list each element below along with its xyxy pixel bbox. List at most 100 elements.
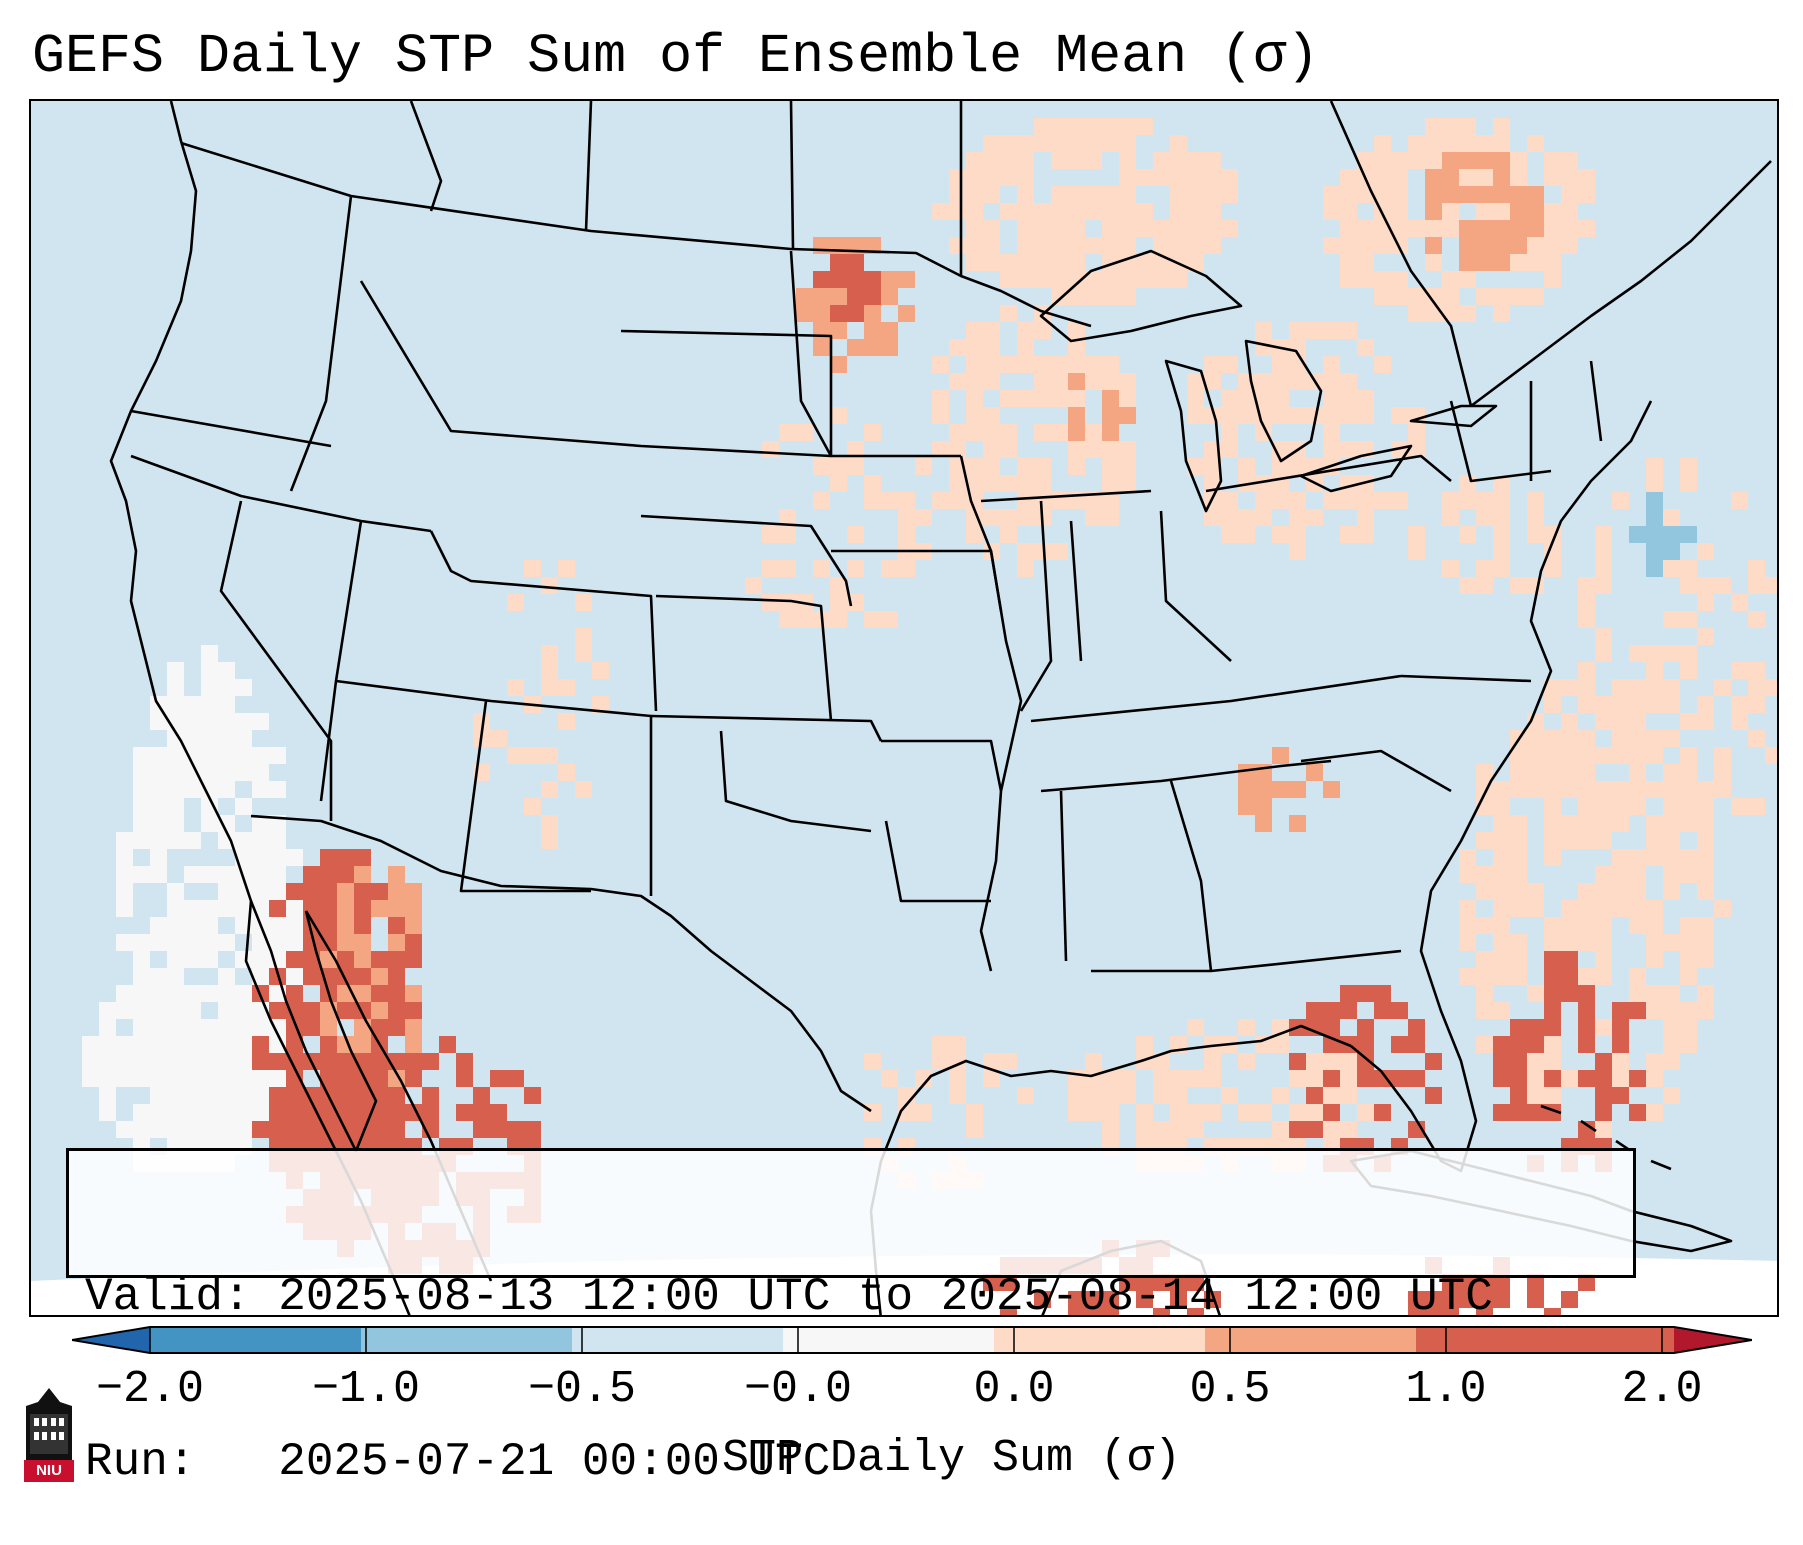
anomaly-cell bbox=[1561, 951, 1578, 968]
state-line-co-ks bbox=[655, 594, 833, 722]
anomaly-cell bbox=[1493, 1070, 1510, 1087]
anomaly-cell bbox=[252, 951, 269, 968]
anomaly-cell bbox=[1187, 1274, 1204, 1291]
anomaly-cell bbox=[983, 152, 1000, 169]
anomaly-cell bbox=[1204, 169, 1221, 186]
anomaly-cell bbox=[1306, 764, 1323, 781]
anomaly-cell bbox=[524, 1087, 541, 1104]
anomaly-cell bbox=[99, 1002, 116, 1019]
anomaly-cell bbox=[1578, 985, 1595, 1002]
anomaly-cell bbox=[966, 526, 983, 543]
anomaly-cell bbox=[796, 288, 813, 305]
anomaly-cell bbox=[983, 135, 1000, 152]
anomaly-cell bbox=[1561, 220, 1578, 237]
anomaly-cell bbox=[405, 985, 422, 1002]
anomaly-cell bbox=[1544, 560, 1561, 577]
anomaly-cell bbox=[235, 900, 252, 917]
anomaly-cell bbox=[235, 1053, 252, 1070]
anomaly-cell bbox=[1544, 849, 1561, 866]
state-line-nd-sd bbox=[620, 329, 833, 456]
anomaly-cell bbox=[1527, 288, 1544, 305]
anomaly-cell bbox=[422, 1053, 439, 1070]
anomaly-cell bbox=[371, 1121, 388, 1138]
anomaly-cell bbox=[1119, 1274, 1136, 1291]
anomaly-cell bbox=[966, 356, 983, 373]
anomaly-cell bbox=[337, 900, 354, 917]
anomaly-cell bbox=[1459, 577, 1476, 594]
anomaly-cell bbox=[1357, 492, 1374, 509]
anomaly-cell bbox=[388, 985, 405, 1002]
anomaly-cell bbox=[932, 441, 949, 458]
anomaly-cell bbox=[949, 169, 966, 186]
anomaly-cell bbox=[1612, 866, 1629, 883]
anomaly-cell bbox=[1000, 1308, 1017, 1315]
anomaly-cell bbox=[1017, 152, 1034, 169]
anomaly-cell bbox=[184, 832, 201, 849]
anomaly-cell bbox=[371, 900, 388, 917]
anomaly-cell bbox=[218, 1053, 235, 1070]
anomaly-cell bbox=[1017, 560, 1034, 577]
anomaly-cell bbox=[983, 339, 1000, 356]
anomaly-cell bbox=[1493, 900, 1510, 917]
anomaly-cell bbox=[1085, 1308, 1102, 1315]
anomaly-cell bbox=[1255, 492, 1272, 509]
anomaly-cell bbox=[1493, 288, 1510, 305]
anomaly-cell bbox=[1136, 254, 1153, 271]
anomaly-cell bbox=[966, 1121, 983, 1138]
anomaly-cell bbox=[1578, 883, 1595, 900]
anomaly-cell bbox=[1493, 849, 1510, 866]
anomaly-cell bbox=[405, 1036, 422, 1053]
anomaly-cell bbox=[167, 1019, 184, 1036]
anomaly-cell bbox=[1323, 322, 1340, 339]
anomaly-cell bbox=[201, 781, 218, 798]
anomaly-cell bbox=[320, 1070, 337, 1087]
anomaly-cell bbox=[320, 849, 337, 866]
anomaly-cell bbox=[320, 1036, 337, 1053]
anomaly-cell bbox=[1374, 135, 1391, 152]
anomaly-cell bbox=[1102, 407, 1119, 424]
anomaly-cell bbox=[184, 1070, 201, 1087]
anomaly-cell bbox=[1680, 577, 1697, 594]
anomaly-cell bbox=[966, 458, 983, 475]
anomaly-cell bbox=[1578, 186, 1595, 203]
anomaly-cell bbox=[1068, 186, 1085, 203]
anomaly-cell bbox=[949, 441, 966, 458]
anomaly-cell bbox=[1510, 900, 1527, 917]
anomaly-cell bbox=[915, 1070, 932, 1087]
anomaly-cell bbox=[1357, 526, 1374, 543]
anomaly-cell bbox=[1153, 271, 1170, 288]
anomaly-cell bbox=[966, 322, 983, 339]
anomaly-cell bbox=[864, 305, 881, 322]
anomaly-cell bbox=[1510, 883, 1527, 900]
anomaly-cell bbox=[1663, 832, 1680, 849]
anomaly-cell bbox=[541, 747, 558, 764]
anomaly-cell bbox=[864, 611, 881, 628]
anomaly-cell bbox=[1527, 254, 1544, 271]
anomaly-cell bbox=[1017, 203, 1034, 220]
anomaly-cell bbox=[830, 407, 847, 424]
anomaly-cell bbox=[150, 1087, 167, 1104]
anomaly-cell bbox=[796, 611, 813, 628]
anomaly-cell bbox=[133, 798, 150, 815]
anomaly-cell bbox=[150, 1019, 167, 1036]
anomaly-cell bbox=[133, 1036, 150, 1053]
anomaly-cell bbox=[1357, 237, 1374, 254]
anomaly-cell bbox=[1476, 135, 1493, 152]
state-line-ne-ks bbox=[640, 514, 853, 607]
anomaly-cell bbox=[1612, 1053, 1629, 1070]
anomaly-cell bbox=[337, 1104, 354, 1121]
anomaly-cell bbox=[201, 866, 218, 883]
anomaly-cell bbox=[1544, 237, 1561, 254]
anomaly-cell bbox=[99, 1087, 116, 1104]
anomaly-cell bbox=[1340, 271, 1357, 288]
anomaly-cell bbox=[847, 271, 864, 288]
anomaly-cell bbox=[983, 441, 1000, 458]
anomaly-cell bbox=[1476, 1036, 1493, 1053]
anomaly-cell bbox=[1663, 543, 1680, 560]
anomaly-cell bbox=[167, 1121, 184, 1138]
anomaly-cell bbox=[983, 424, 1000, 441]
anomaly-cell bbox=[1119, 220, 1136, 237]
us-mexico-border bbox=[250, 814, 872, 1113]
anomaly-cell bbox=[1510, 934, 1527, 951]
anomaly-cell bbox=[1221, 1087, 1238, 1104]
